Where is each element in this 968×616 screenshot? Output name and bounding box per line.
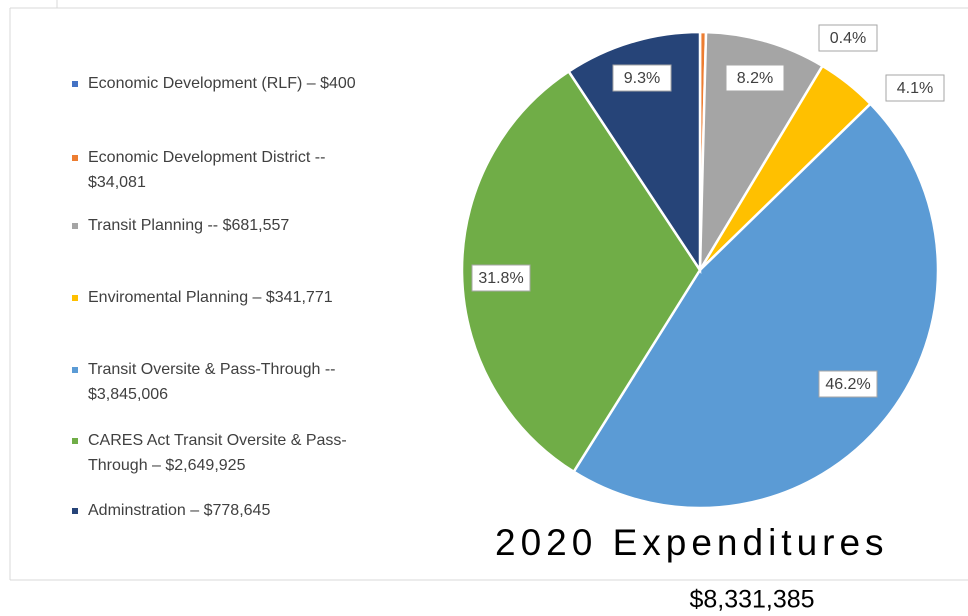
pie-slice (571, 102, 940, 510)
legend-marker (72, 295, 78, 301)
data-label-box (885, 74, 945, 102)
data-label-box (818, 24, 878, 52)
legend-label: Adminstration – $778,645 (88, 502, 271, 519)
data-label-box (471, 264, 531, 292)
legend-marker (72, 508, 78, 514)
legend-marker (72, 367, 78, 373)
chart-subtitle: $8,331,385 (689, 586, 814, 614)
legend-label: Economic Development District -- $34,081 (88, 149, 326, 191)
legend-marker (72, 438, 78, 444)
legend-marker (72, 81, 78, 87)
pie-slice (698, 30, 825, 275)
legend-marker (72, 155, 78, 161)
data-label: 4.1% (897, 80, 933, 97)
data-label-box (612, 64, 672, 92)
data-label-box (818, 370, 878, 398)
legend-label: Transit Planning -- $681,557 (88, 217, 290, 234)
data-label: 31.8% (478, 270, 523, 287)
pie-slice (460, 69, 702, 474)
data-label: 9.3% (624, 70, 660, 87)
data-label: 8.2% (737, 70, 773, 87)
legend-label: CARES Act Transit Oversite & Pass-Throug… (88, 432, 347, 474)
chart-title: 2020 Expenditures (495, 522, 889, 563)
legend-label: Enviromental Planning – $341,771 (88, 289, 333, 306)
data-label: 0.4% (830, 30, 866, 47)
data-label: 46.2% (825, 376, 870, 393)
legend-label: Transit Oversite & Pass-Through -- $3,84… (88, 361, 336, 403)
data-label-box (725, 64, 785, 92)
legend-label: Economic Development (RLF) – $400 (88, 75, 356, 92)
legend-marker (72, 223, 78, 229)
